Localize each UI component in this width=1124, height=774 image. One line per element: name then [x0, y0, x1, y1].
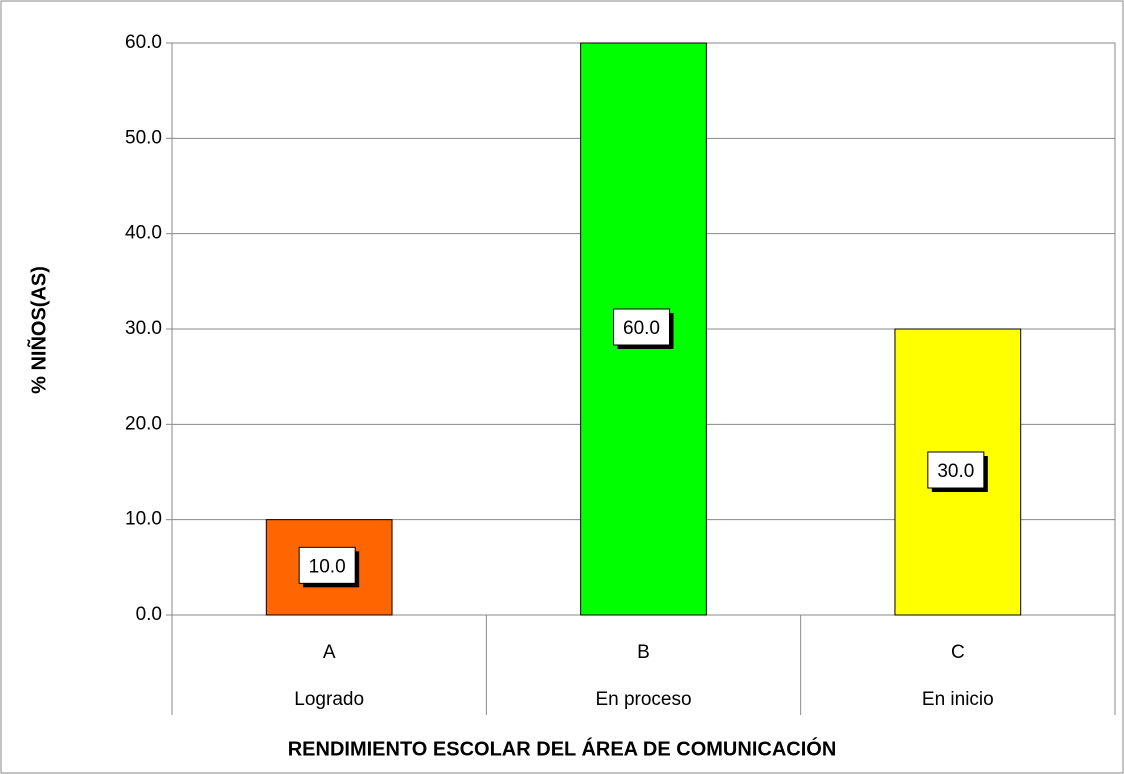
- data-label: 10.0: [309, 556, 346, 577]
- label-box: [613, 308, 670, 346]
- x-tick-label: A: [323, 642, 336, 663]
- y-tick-label: 0.0: [136, 604, 162, 625]
- data-label: 30.0: [937, 461, 974, 482]
- x-tick-label: C: [951, 642, 965, 663]
- y-tick-label: 10.0: [125, 509, 162, 530]
- x-group-label: Logrado: [294, 689, 364, 710]
- data-label: 60.0: [623, 318, 660, 339]
- x-tick-label: B: [637, 642, 650, 663]
- label-box: [298, 546, 356, 584]
- x-axis-title: RENDIMIENTO ESCOLAR DEL ÁREA DE COMUNICA…: [288, 736, 837, 760]
- y-tick-label: 60.0: [125, 32, 162, 53]
- y-tick-label: 20.0: [125, 413, 162, 434]
- y-tick-label: 30.0: [125, 318, 162, 339]
- x-group-label: En proceso: [595, 689, 691, 710]
- x-group-label: En inicio: [922, 689, 994, 710]
- label-box: [927, 451, 985, 489]
- y-tick-label: 40.0: [125, 223, 162, 244]
- y-tick-label: 50.0: [125, 127, 162, 148]
- y-axis-title: % NIÑOS(AS): [27, 266, 50, 394]
